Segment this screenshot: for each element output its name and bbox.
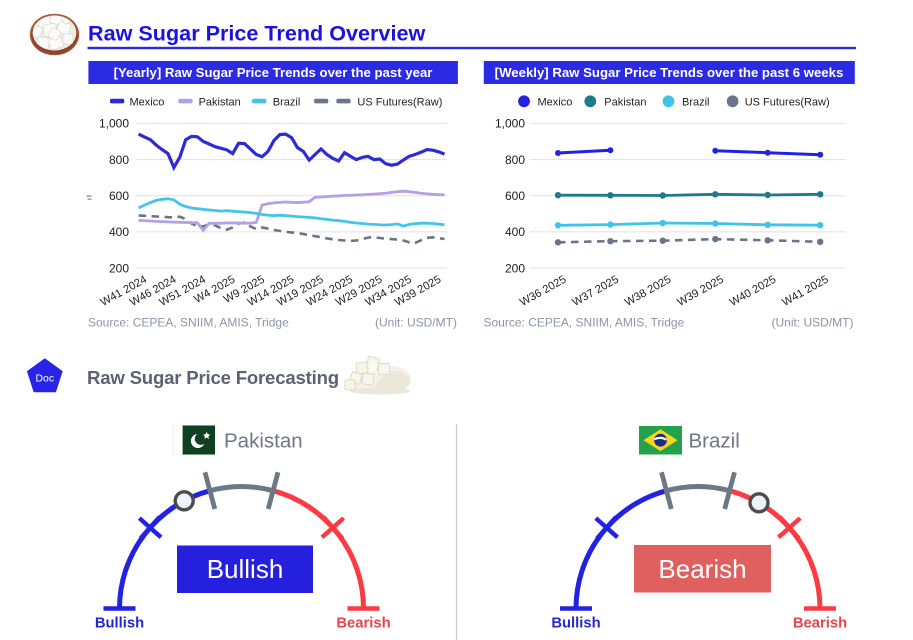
svg-text:Bearish: Bearish (793, 616, 847, 632)
svg-text:Source: CEPEA, SNIIM, AMIS, Tr: Source: CEPEA, SNIIM, AMIS, Tridge (88, 316, 289, 330)
svg-text:[Yearly] Raw Sugar Price Trend: [Yearly] Raw Sugar Price Trends over the… (114, 65, 433, 80)
svg-text:Raw Sugar Price Forecasting: Raw Sugar Price Forecasting (87, 367, 339, 388)
svg-text:Source: CEPEA, SNIIM, AMIS, Tr: Source: CEPEA, SNIIM, AMIS, Tridge (484, 316, 685, 330)
svg-text:800: 800 (505, 153, 525, 167)
svg-text:400: 400 (505, 225, 525, 239)
svg-text:US Futures(Raw): US Futures(Raw) (357, 97, 442, 109)
svg-text:Mexico: Mexico (130, 97, 165, 109)
svg-text:Doc: Doc (36, 374, 54, 385)
svg-text:Bearish: Bearish (336, 616, 390, 632)
svg-text:W36 2025: W36 2025 (518, 274, 568, 309)
svg-text:W39 2025: W39 2025 (675, 274, 725, 309)
svg-text:US Futures(Raw): US Futures(Raw) (745, 97, 830, 109)
svg-text:W40 2025: W40 2025 (728, 274, 778, 309)
svg-text:Raw Sugar Price Trend Overview: Raw Sugar Price Trend Overview (88, 21, 425, 46)
svg-text:Brazil: Brazil (689, 430, 740, 453)
svg-text:Bullish: Bullish (551, 616, 600, 632)
svg-text:(Unit: USD/MT): (Unit: USD/MT) (772, 316, 854, 330)
svg-text:600: 600 (109, 189, 129, 203)
svg-text:Brazil: Brazil (273, 97, 301, 109)
svg-text:Pakistan: Pakistan (224, 430, 303, 453)
svg-text:200: 200 (109, 261, 129, 275)
svg-text:Pakistan: Pakistan (199, 97, 241, 109)
svg-text:Bearish: Bearish (658, 554, 746, 584)
svg-text:Brazil: Brazil (682, 97, 710, 109)
svg-text:Pakistan: Pakistan (604, 97, 646, 109)
svg-text:W37 2025: W37 2025 (570, 274, 620, 309)
svg-text:400: 400 (109, 225, 129, 239)
svg-text:Mexico: Mexico (538, 97, 573, 109)
svg-text:600: 600 (505, 189, 525, 203)
svg-text:800: 800 (109, 153, 129, 167)
svg-text:1,000: 1,000 (99, 117, 129, 131)
svg-text:(Unit: USD/MT): (Unit: USD/MT) (375, 316, 457, 330)
svg-text:Bullish: Bullish (95, 616, 144, 632)
svg-text:Bullish: Bullish (207, 554, 284, 584)
svg-text:W41 2025: W41 2025 (780, 274, 830, 309)
svg-text:200: 200 (505, 261, 525, 275)
svg-text:W38 2025: W38 2025 (623, 274, 673, 309)
svg-text:1,000: 1,000 (495, 117, 525, 131)
svg-text:[Weekly] Raw Sugar Price Trend: [Weekly] Raw Sugar Price Trends over the… (495, 65, 844, 80)
